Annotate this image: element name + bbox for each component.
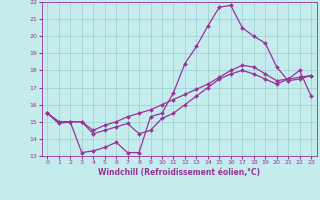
X-axis label: Windchill (Refroidissement éolien,°C): Windchill (Refroidissement éolien,°C): [98, 168, 260, 177]
